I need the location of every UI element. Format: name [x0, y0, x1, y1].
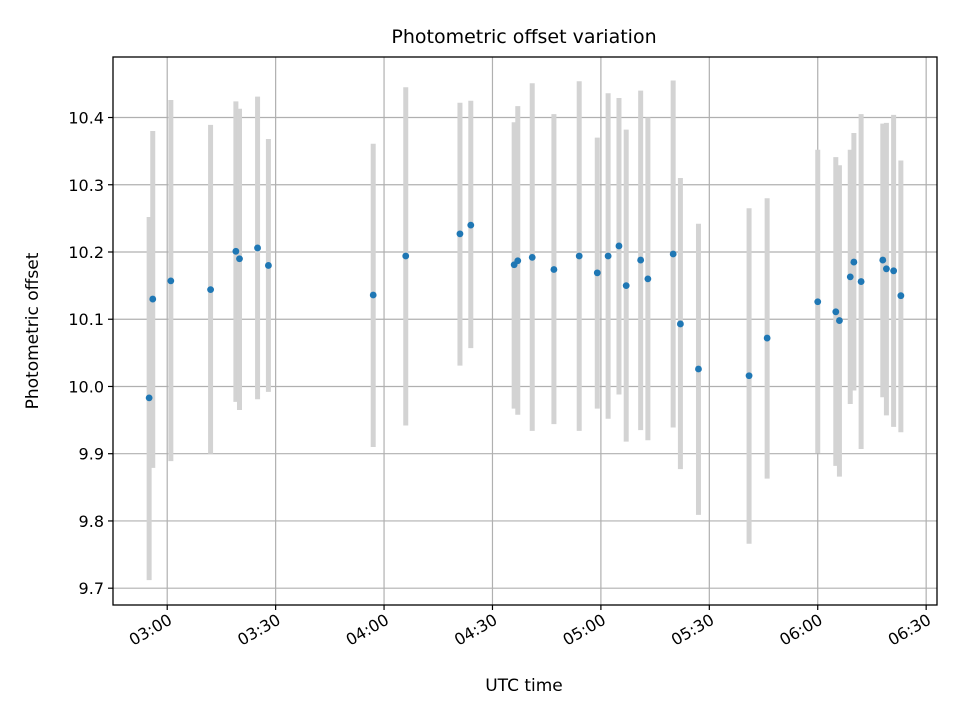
data-point-11 [467, 221, 475, 229]
data-point-36 [890, 267, 898, 275]
data-point-5 [236, 255, 243, 263]
y-tick-label: 10.1 [68, 310, 104, 329]
data-point-4 [232, 247, 240, 255]
data-point-10 [456, 230, 464, 238]
data-point-8 [369, 291, 377, 299]
data-point-13 [514, 257, 522, 265]
data-point-17 [593, 269, 601, 277]
y-axis-ticks: 9.7 9.8 9.9 10.0 10.1 10.2 10.3 10.4 [68, 109, 113, 598]
data-point-37 [897, 292, 905, 300]
data-point-22 [644, 275, 652, 283]
data-point-28 [814, 298, 822, 306]
data-point-23 [669, 250, 677, 258]
y-tick-label: 10.0 [68, 377, 104, 396]
data-point-29 [832, 308, 840, 316]
y-axis-label: Photometric offset [23, 252, 43, 409]
grid-lines [113, 57, 937, 605]
chart-title: Photometric offset variation [391, 26, 656, 48]
data-points [145, 221, 905, 402]
y-tick-label: 10.4 [68, 109, 104, 128]
x-axis-label: UTC time [485, 676, 563, 696]
y-tick-label: 10.3 [68, 176, 104, 195]
data-point-1 [149, 295, 157, 303]
data-point-2 [167, 277, 175, 285]
data-point-14 [528, 253, 536, 261]
data-point-24 [677, 320, 684, 328]
data-point-18 [604, 252, 612, 260]
data-point-31 [846, 273, 854, 281]
plot-frame [112, 56, 938, 606]
data-point-9 [402, 252, 410, 260]
data-point-0 [145, 394, 153, 402]
data-point-19 [615, 242, 623, 250]
data-point-6 [254, 244, 261, 252]
y-tick-label: 9.8 [79, 512, 104, 531]
y-tick-label: 10.2 [68, 243, 104, 262]
data-point-26 [745, 372, 753, 380]
data-point-15 [550, 266, 558, 273]
y-tick-label: 9.7 [79, 579, 104, 598]
data-point-34 [879, 256, 887, 264]
y-tick-label: 9.9 [79, 445, 104, 464]
data-point-7 [265, 262, 272, 269]
data-point-27 [763, 334, 771, 342]
data-point-16 [575, 252, 583, 260]
data-point-33 [857, 278, 865, 285]
data-point-35 [883, 265, 890, 273]
data-point-21 [637, 256, 645, 264]
data-point-20 [622, 282, 630, 290]
data-point-25 [695, 365, 702, 373]
data-point-3 [207, 286, 214, 294]
data-point-30 [836, 317, 843, 324]
data-point-32 [850, 258, 858, 266]
